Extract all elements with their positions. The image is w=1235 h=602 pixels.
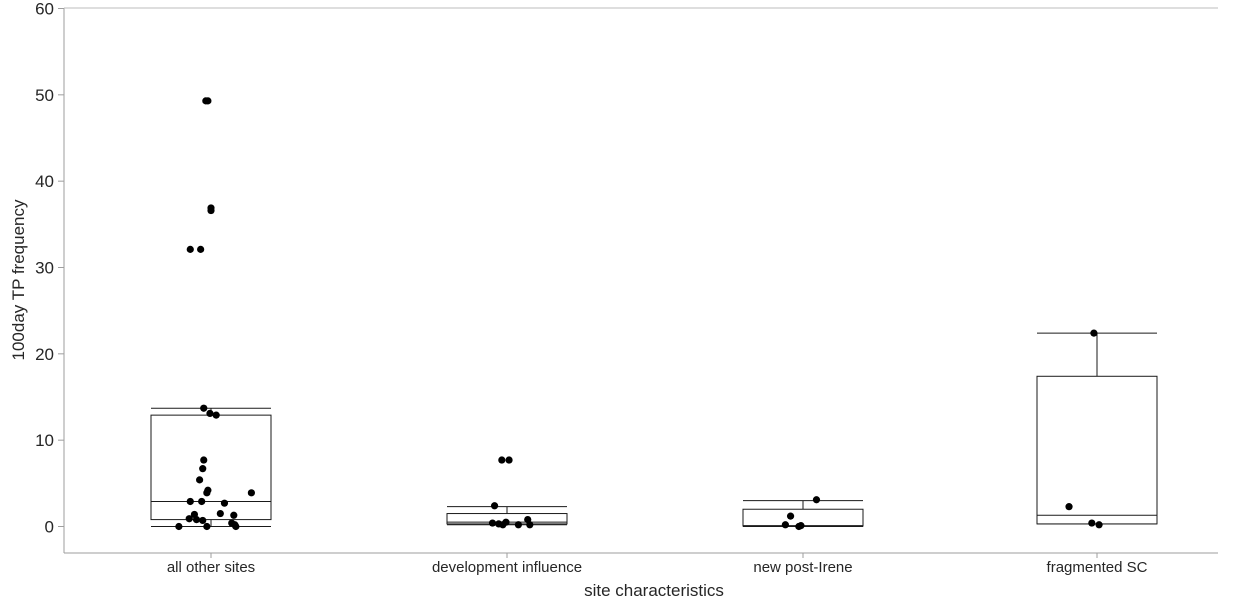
data-point — [216, 509, 224, 518]
data-point — [786, 512, 795, 520]
y-ticks: 0 10 20 30 40 50 60 — [35, 0, 64, 537]
data-point — [199, 465, 207, 473]
data-point — [212, 411, 220, 419]
data-point — [230, 511, 238, 519]
axes — [63, 7, 1218, 554]
box-iqr — [150, 414, 272, 521]
data-point — [1065, 503, 1073, 511]
data-point — [505, 456, 513, 464]
data-point — [186, 245, 194, 253]
box-fragmented-sc — [1036, 332, 1158, 525]
boxes — [150, 332, 1158, 527]
box-iqr — [1036, 375, 1158, 525]
data-point — [185, 515, 193, 523]
data-point — [220, 499, 229, 507]
data-point — [206, 409, 214, 418]
box-all-other-sites — [150, 407, 272, 527]
points — [175, 97, 1103, 531]
data-point — [192, 515, 201, 524]
data-point — [490, 502, 499, 510]
x-tick-label: fragmented SC — [1047, 559, 1148, 576]
y-tick-label: 40 — [35, 172, 54, 191]
x-axis-title: site characteristics — [584, 581, 724, 600]
data-point — [196, 476, 204, 484]
x-tick-label: new post-Irene — [753, 559, 852, 576]
y-tick-label: 10 — [35, 431, 54, 450]
x-tick-label: development influence — [432, 559, 582, 576]
data-point — [1090, 329, 1098, 337]
data-point — [207, 206, 215, 215]
data-point — [812, 496, 821, 504]
y-tick-label: 0 — [45, 518, 54, 537]
data-point — [781, 521, 789, 529]
data-point — [175, 522, 183, 531]
y-tick-label: 60 — [35, 0, 54, 19]
data-point — [1088, 519, 1096, 527]
data-point — [198, 497, 206, 506]
data-point — [204, 97, 212, 105]
data-point — [203, 489, 211, 497]
box-new-post-irene — [742, 500, 864, 527]
y-tick-label: 20 — [35, 345, 54, 364]
data-point — [200, 404, 208, 412]
y-axis-title: 100day TP frequency — [9, 199, 28, 360]
x-ticks: all other sites development influence new … — [167, 553, 1148, 576]
y-tick-label: 30 — [35, 259, 54, 278]
data-point — [199, 516, 207, 525]
y-tick-label: 50 — [35, 86, 54, 105]
data-point — [499, 521, 507, 529]
data-point — [488, 519, 497, 527]
data-point — [526, 521, 534, 529]
data-point — [795, 522, 803, 531]
data-point — [200, 456, 208, 464]
data-point — [186, 497, 194, 506]
data-point — [197, 245, 205, 253]
data-point — [232, 522, 240, 531]
data-point — [247, 489, 256, 497]
x-tick-label: all other sites — [167, 559, 255, 576]
data-point — [498, 456, 506, 464]
data-point — [514, 521, 522, 529]
data-point — [203, 522, 211, 531]
data-point — [1095, 521, 1103, 529]
